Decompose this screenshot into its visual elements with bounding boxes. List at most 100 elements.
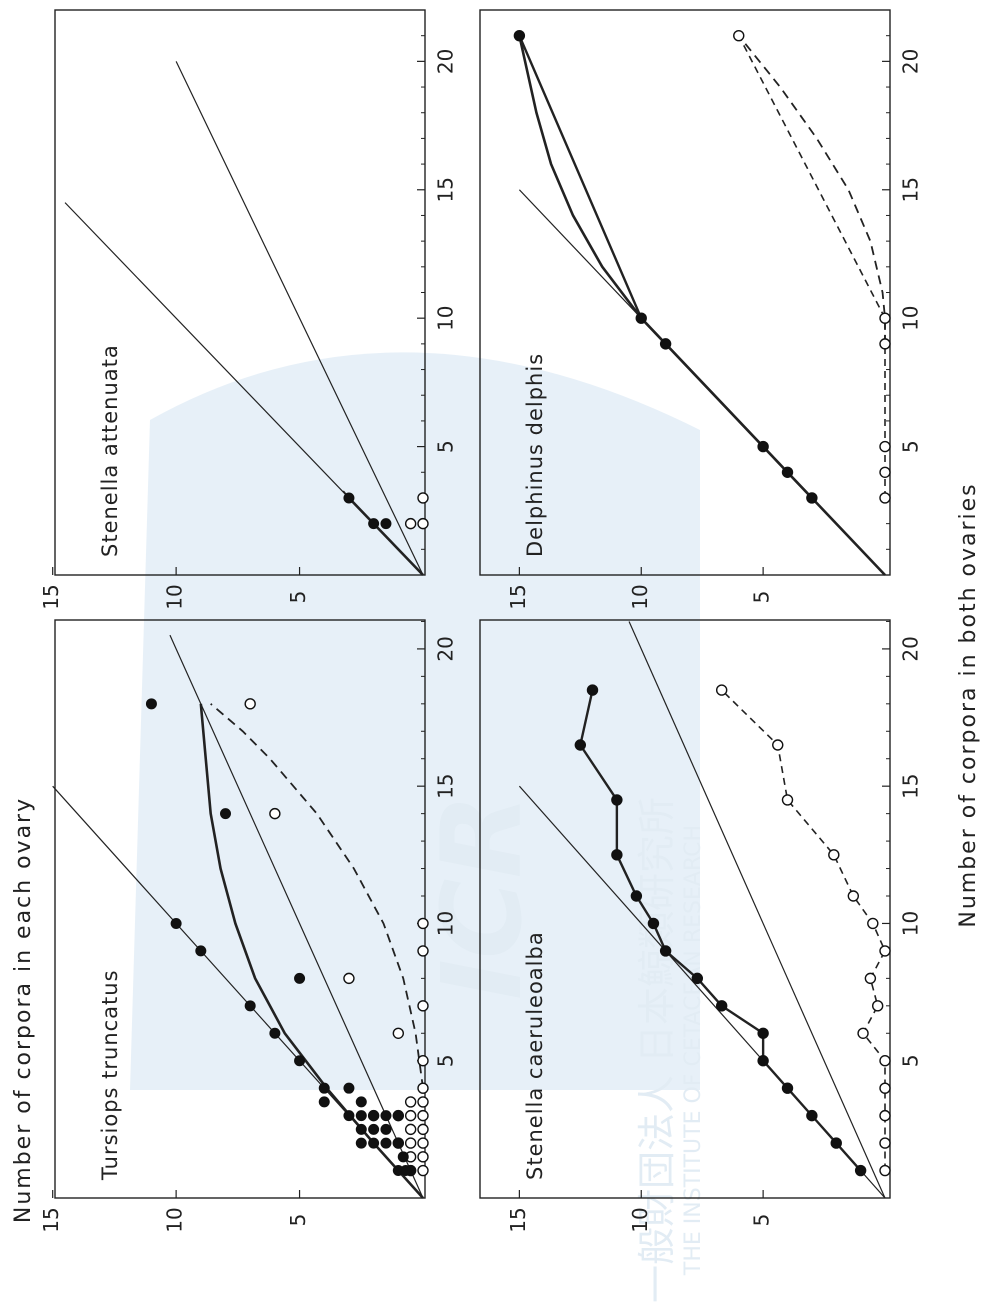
watermark-logo-text: ICR — [418, 794, 546, 1000]
watermark-japanese: 一般財団法人 日本鯨類研究所 — [635, 797, 679, 1303]
filled-point — [368, 1110, 380, 1122]
x-tick-label: 10 — [434, 305, 458, 330]
open-point — [417, 1082, 429, 1094]
filled-point — [343, 492, 355, 504]
x-tick-label: 15 — [434, 177, 458, 202]
x-tick-label: 15 — [899, 773, 923, 798]
line-fit-smaller — [210, 703, 424, 1089]
line-reference — [169, 634, 424, 1199]
filled-point — [757, 1027, 769, 1039]
panel-4: 5 10 15 20 5 10 15 Delphinus delphis — [479, 9, 923, 610]
filled-point — [854, 1164, 867, 1177]
y-axis-label: Number of corpora in each ovary — [11, 797, 36, 1223]
series-line — [721, 689, 886, 1171]
filled-point — [635, 312, 647, 324]
institute-watermark: ICR 一般財団法人 日本鯨類研究所 THE INSTITUTE OF CETA… — [130, 352, 706, 1303]
panel-2: 5 10 15 20 5 10 15 Stenella attenuata — [39, 9, 458, 610]
filled-point — [343, 1110, 355, 1122]
y-tick-label: 5 — [750, 591, 774, 604]
panel-1: 5 10 15 20 5 10 15 Tursiops truncatus — [39, 619, 458, 1233]
open-point — [417, 945, 429, 957]
open-point — [879, 945, 891, 957]
line-fit-larger — [348, 497, 424, 576]
filled-point — [380, 1110, 392, 1122]
open-point — [879, 312, 891, 324]
filled-point — [355, 1137, 367, 1149]
y-tick-label: 15 — [39, 1207, 63, 1232]
open-point — [847, 890, 860, 902]
filled-point — [400, 1165, 412, 1177]
filled-point — [269, 1027, 281, 1039]
x-tick-label: 10 — [434, 911, 458, 936]
plot-frame — [54, 619, 426, 1199]
open-point — [879, 466, 891, 478]
filled-point — [294, 1055, 306, 1067]
filled-point — [355, 1123, 367, 1135]
line-reference — [628, 621, 886, 1199]
open-point — [392, 1027, 405, 1039]
filled-point — [380, 1137, 392, 1149]
series-line — [738, 35, 886, 498]
panel-title: Stenella caeruleoalba — [523, 931, 547, 1180]
open-point — [404, 1123, 417, 1136]
filled-point — [830, 1137, 842, 1149]
x-tick-label: 5 — [899, 1054, 923, 1067]
filled-point — [630, 890, 643, 902]
y-tick-label: 15 — [506, 1207, 530, 1232]
open-point — [417, 917, 429, 930]
x-tick-label: 20 — [899, 49, 923, 74]
chart-panels: 5 10 15 20 5 10 15 Tursiops truncatus 5 10 15 20 5 10… — [39, 9, 923, 1233]
filled-point — [392, 1137, 404, 1149]
panel-title: Tursiops truncatus — [98, 969, 122, 1181]
x-tick-label: 15 — [434, 773, 458, 798]
open-point — [864, 972, 877, 985]
filled-point — [244, 1000, 256, 1012]
filled-point — [368, 1123, 380, 1135]
line-fit-smaller — [738, 35, 886, 344]
open-point — [417, 492, 429, 504]
filled-point — [145, 698, 157, 710]
filled-point — [715, 1000, 728, 1012]
open-point — [733, 29, 745, 42]
open-point — [857, 1027, 869, 1039]
filled-point — [691, 972, 704, 985]
filled-point — [380, 1123, 392, 1135]
filled-point — [586, 684, 599, 696]
filled-point — [513, 29, 526, 42]
open-point — [781, 794, 794, 806]
y-tick-label: 5 — [286, 1214, 310, 1227]
filled-point — [368, 518, 380, 530]
filled-point — [355, 1096, 367, 1108]
x-tick-label: 20 — [434, 636, 458, 661]
open-point — [417, 1055, 429, 1067]
y-tick-label: 5 — [750, 1214, 774, 1227]
filled-point — [647, 917, 660, 930]
filled-point — [195, 945, 207, 957]
x-tick-label: 5 — [434, 440, 458, 453]
filled-point — [318, 1096, 330, 1108]
y-tick-label: 10 — [163, 1207, 187, 1232]
watermark-english: THE INSTITUTE OF CETACEAN RESEARCH — [681, 825, 706, 1276]
open-point — [715, 684, 728, 696]
x-tick-label: 20 — [899, 636, 923, 661]
open-point — [343, 972, 355, 985]
y-tick-label: 10 — [163, 584, 187, 609]
open-point — [404, 1096, 417, 1108]
x-tick-label: 15 — [899, 177, 923, 202]
open-point — [867, 917, 879, 930]
open-point — [879, 1109, 891, 1122]
open-point — [879, 338, 891, 350]
open-point — [879, 1055, 891, 1067]
y-tick-label: 15 — [39, 584, 63, 609]
open-point — [828, 849, 840, 861]
x-tick-label: 5 — [899, 440, 923, 453]
filled-point — [380, 518, 392, 530]
series-line — [518, 35, 813, 499]
filled-point — [355, 1110, 367, 1122]
open-point — [772, 739, 784, 751]
filled-point — [781, 1082, 794, 1094]
plot-frame — [479, 619, 891, 1199]
filled-point — [757, 440, 769, 453]
filled-point — [611, 794, 623, 806]
